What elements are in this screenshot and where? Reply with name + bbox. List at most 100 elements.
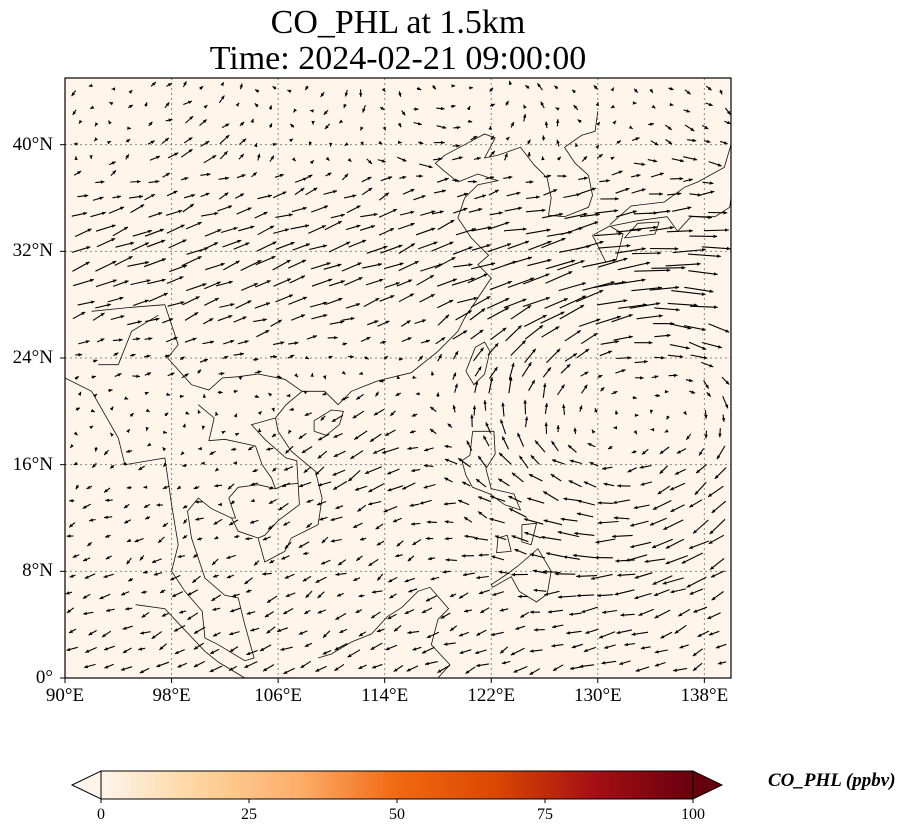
wind-arrow: [709, 518, 726, 535]
wind-arrow: [287, 89, 292, 93]
wind-arrow: [664, 389, 669, 394]
wind-arrow: [322, 630, 331, 639]
wind-arrow: [360, 336, 371, 342]
wind-arrow: [542, 490, 559, 502]
wind-arrow: [651, 375, 659, 379]
wind-arrow: [364, 356, 369, 360]
wind-arrow: [169, 264, 188, 273]
wind-arrow: [78, 340, 90, 345]
wind-arrow: [358, 371, 363, 375]
wind-arrow: [91, 375, 96, 379]
wind-arrow: [359, 126, 364, 131]
coastline: [461, 430, 522, 511]
wind-arrow: [166, 276, 184, 285]
wind-arrow: [306, 522, 313, 529]
wind-arrow: [272, 85, 277, 90]
wind-arrow: [174, 649, 185, 655]
wind-arrow: [529, 668, 541, 676]
wind-arrow: [310, 109, 314, 113]
wind-arrow: [611, 314, 633, 323]
wind-arrow: [294, 373, 299, 378]
wind-arrow: [333, 432, 343, 439]
wind-arrow: [437, 664, 451, 674]
wind-arrow: [144, 372, 152, 376]
wind-arrow: [253, 318, 267, 323]
wind-arrow: [511, 472, 524, 483]
wind-arrow: [203, 154, 217, 164]
wind-arrow: [252, 468, 259, 473]
wind-arrow: [692, 648, 704, 657]
wind-arrow: [703, 139, 711, 144]
wind-arrow: [65, 591, 73, 595]
wind-arrow: [633, 430, 638, 435]
wind-arrow: [201, 461, 205, 466]
wind-arrow: [71, 90, 77, 97]
wind-arrow: [560, 363, 571, 374]
wind-arrow: [487, 243, 512, 253]
wind-arrow: [689, 234, 718, 239]
wind-arrow: [707, 612, 721, 620]
wind-arrow: [298, 481, 312, 488]
wind-arrow: [89, 518, 96, 522]
wind-arrow: [125, 154, 130, 160]
wind-arrow: [412, 375, 417, 379]
wind-arrow: [473, 347, 485, 362]
wind-arrow: [470, 295, 491, 308]
wind-arrow: [200, 172, 211, 177]
wind-arrow: [329, 320, 345, 325]
wind-arrow: [436, 125, 447, 129]
wind-arrow: [452, 350, 459, 360]
wind-arrow: [540, 535, 562, 541]
wind-arrow: [620, 613, 635, 617]
wind-arrow: [245, 589, 252, 593]
wind-arrow: [344, 89, 349, 97]
wind-arrow: [325, 172, 332, 177]
wind-arrow: [184, 337, 197, 343]
wind-arrow: [202, 340, 215, 345]
wind-arrow: [304, 609, 311, 615]
wind-arrow: [388, 576, 398, 583]
wind-arrow: [348, 239, 367, 248]
wind-arrow: [304, 85, 309, 91]
wind-arrow: [701, 124, 709, 130]
wind-arrow: [323, 263, 342, 270]
wind-arrow: [68, 522, 76, 528]
wind-arrow: [689, 305, 718, 309]
wind-arrow: [706, 391, 712, 397]
wind-arrow: [180, 148, 193, 158]
wind-arrow: [612, 120, 617, 125]
wind-arrow: [298, 630, 308, 635]
wind-arrow: [511, 572, 529, 577]
wind-arrow: [649, 88, 654, 94]
wind-arrow: [474, 380, 479, 393]
wind-arrow: [144, 337, 153, 341]
wind-arrow: [559, 295, 587, 309]
wind-arrow: [305, 187, 318, 196]
wind-arrow: [283, 667, 295, 675]
wind-arrow: [470, 135, 478, 141]
wind-arrow: [84, 573, 96, 580]
wind-arrow: [162, 446, 167, 452]
wind-arrow: [673, 667, 688, 672]
wind-arrow: [462, 572, 475, 577]
wind-arrow: [576, 593, 595, 598]
wind-arrow: [215, 280, 233, 287]
wind-arrow: [236, 207, 252, 215]
wind-arrow: [373, 408, 385, 416]
wind-arrow: [257, 225, 275, 236]
wind-arrow: [254, 89, 260, 93]
wind-arrow: [209, 648, 220, 655]
wind-arrow: [361, 187, 373, 196]
wind-arrow: [595, 101, 599, 107]
wind-arrow: [576, 574, 598, 578]
coastline: [317, 586, 451, 679]
wind-arrow: [144, 102, 148, 107]
wind-arrow: [665, 538, 685, 549]
wind-arrow: [129, 412, 134, 417]
wind-arrow: [95, 224, 116, 232]
wind-arrow: [202, 317, 214, 325]
wind-arrow: [490, 631, 504, 637]
wind-arrow: [704, 430, 708, 439]
y-tick-label: 16°N: [12, 453, 53, 475]
wind-arrow: [442, 570, 451, 574]
